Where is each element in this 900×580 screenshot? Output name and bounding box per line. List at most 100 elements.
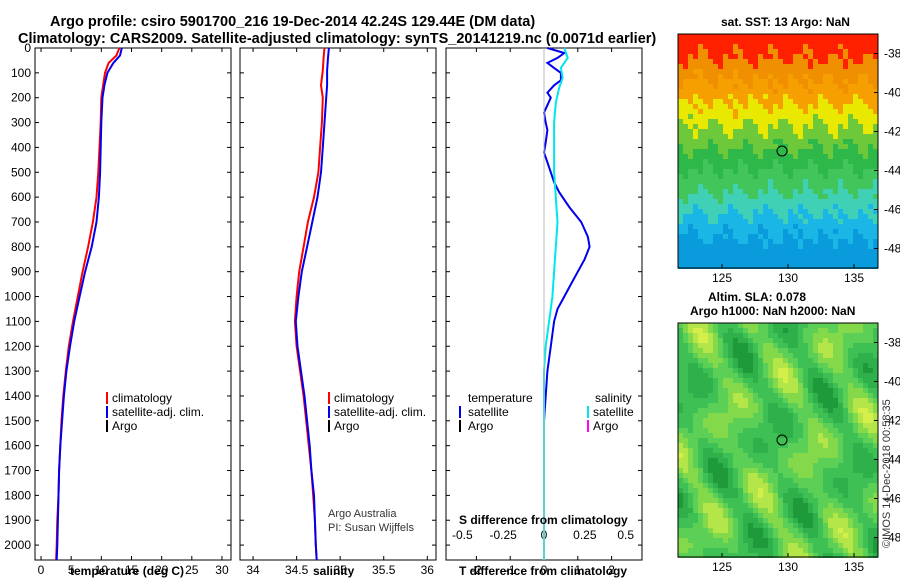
map-cell xyxy=(778,114,783,119)
map-cell xyxy=(773,448,778,453)
map-cell xyxy=(853,468,858,473)
map-cell xyxy=(843,408,848,413)
map-cell xyxy=(803,224,808,229)
map-cell xyxy=(678,64,683,69)
map-cell xyxy=(828,413,833,418)
map-cell xyxy=(688,473,693,478)
map-cell xyxy=(873,463,878,468)
map-cell xyxy=(793,219,798,224)
map-cell xyxy=(778,159,783,164)
map-cell xyxy=(803,124,808,129)
map-cell xyxy=(793,483,798,488)
map-cell xyxy=(793,333,798,338)
map-cell xyxy=(743,239,748,244)
map-cell xyxy=(808,69,813,74)
map-cell xyxy=(678,338,683,343)
map-cell xyxy=(693,119,698,124)
map-cell xyxy=(808,264,813,269)
map-cell xyxy=(758,169,763,174)
map-cell xyxy=(838,338,843,343)
salinity-x-axis: 34 34.5 35 35.5 36 xyxy=(246,48,434,577)
map-cell xyxy=(808,204,813,209)
map-cell xyxy=(708,109,713,114)
map-cell xyxy=(838,408,843,413)
map-cell xyxy=(783,393,788,398)
map-cell xyxy=(783,239,788,244)
map-cell xyxy=(818,378,823,383)
map-cell xyxy=(833,259,838,264)
map-cell xyxy=(793,363,798,368)
map-cell xyxy=(683,149,688,154)
map-cell xyxy=(753,229,758,234)
map-cell xyxy=(788,533,793,538)
map-cell xyxy=(773,99,778,104)
map-cell xyxy=(743,478,748,483)
map-cell xyxy=(753,249,758,254)
map-cell xyxy=(853,463,858,468)
map-cell xyxy=(858,149,863,154)
map-cell xyxy=(818,408,823,413)
map-cell xyxy=(738,443,743,448)
map-cell xyxy=(818,553,823,558)
map-cell xyxy=(703,209,708,214)
map-cell xyxy=(678,84,683,89)
map-cell xyxy=(763,553,768,558)
map-cell xyxy=(808,164,813,169)
map-cell xyxy=(733,144,738,149)
map-cell xyxy=(743,189,748,194)
map-cell xyxy=(723,433,728,438)
map-cell xyxy=(833,383,838,388)
map-cell xyxy=(703,189,708,194)
map-cell xyxy=(863,523,868,528)
map-cell xyxy=(838,448,843,453)
map-cell xyxy=(693,219,698,224)
map-cell xyxy=(823,89,828,94)
map-cell xyxy=(708,478,713,483)
map-cell xyxy=(858,39,863,44)
map-cell xyxy=(823,418,828,423)
map-cell xyxy=(868,533,873,538)
map-cell xyxy=(823,513,828,518)
map-cell xyxy=(828,473,833,478)
map-cell xyxy=(708,104,713,109)
map-cell xyxy=(783,443,788,448)
map-cell xyxy=(848,503,853,508)
map-cell xyxy=(708,84,713,89)
map-cell xyxy=(773,39,778,44)
map-cell xyxy=(738,488,743,493)
map-cell xyxy=(708,39,713,44)
map-cell xyxy=(813,89,818,94)
map-cell xyxy=(823,34,828,39)
map-cell xyxy=(833,488,838,493)
map-cell xyxy=(803,478,808,483)
map-cell xyxy=(703,89,708,94)
map-cell xyxy=(858,239,863,244)
map-cell xyxy=(768,443,773,448)
map-cell xyxy=(713,428,718,433)
map-cell xyxy=(718,114,723,119)
map-cell xyxy=(728,74,733,79)
map-cell xyxy=(718,523,723,528)
map-cell xyxy=(773,458,778,463)
map-cell xyxy=(703,343,708,348)
map-cell xyxy=(748,254,753,259)
map-cell xyxy=(808,49,813,54)
map-cell xyxy=(808,99,813,104)
map-cell xyxy=(768,333,773,338)
x-tick-label: 36 xyxy=(421,563,435,577)
map-cell xyxy=(868,254,873,259)
map-cell xyxy=(733,79,738,84)
map-cell xyxy=(843,129,848,134)
map-cell xyxy=(688,44,693,49)
map-cell xyxy=(748,199,753,204)
map-cell xyxy=(758,343,763,348)
map-cell xyxy=(688,164,693,169)
map-cell xyxy=(728,119,733,124)
map-cell xyxy=(738,533,743,538)
map-cell xyxy=(768,323,773,328)
map-cell xyxy=(838,209,843,214)
map-cell xyxy=(868,264,873,269)
map-cell xyxy=(858,134,863,139)
map-cell xyxy=(868,408,873,413)
map-cell xyxy=(758,533,763,538)
